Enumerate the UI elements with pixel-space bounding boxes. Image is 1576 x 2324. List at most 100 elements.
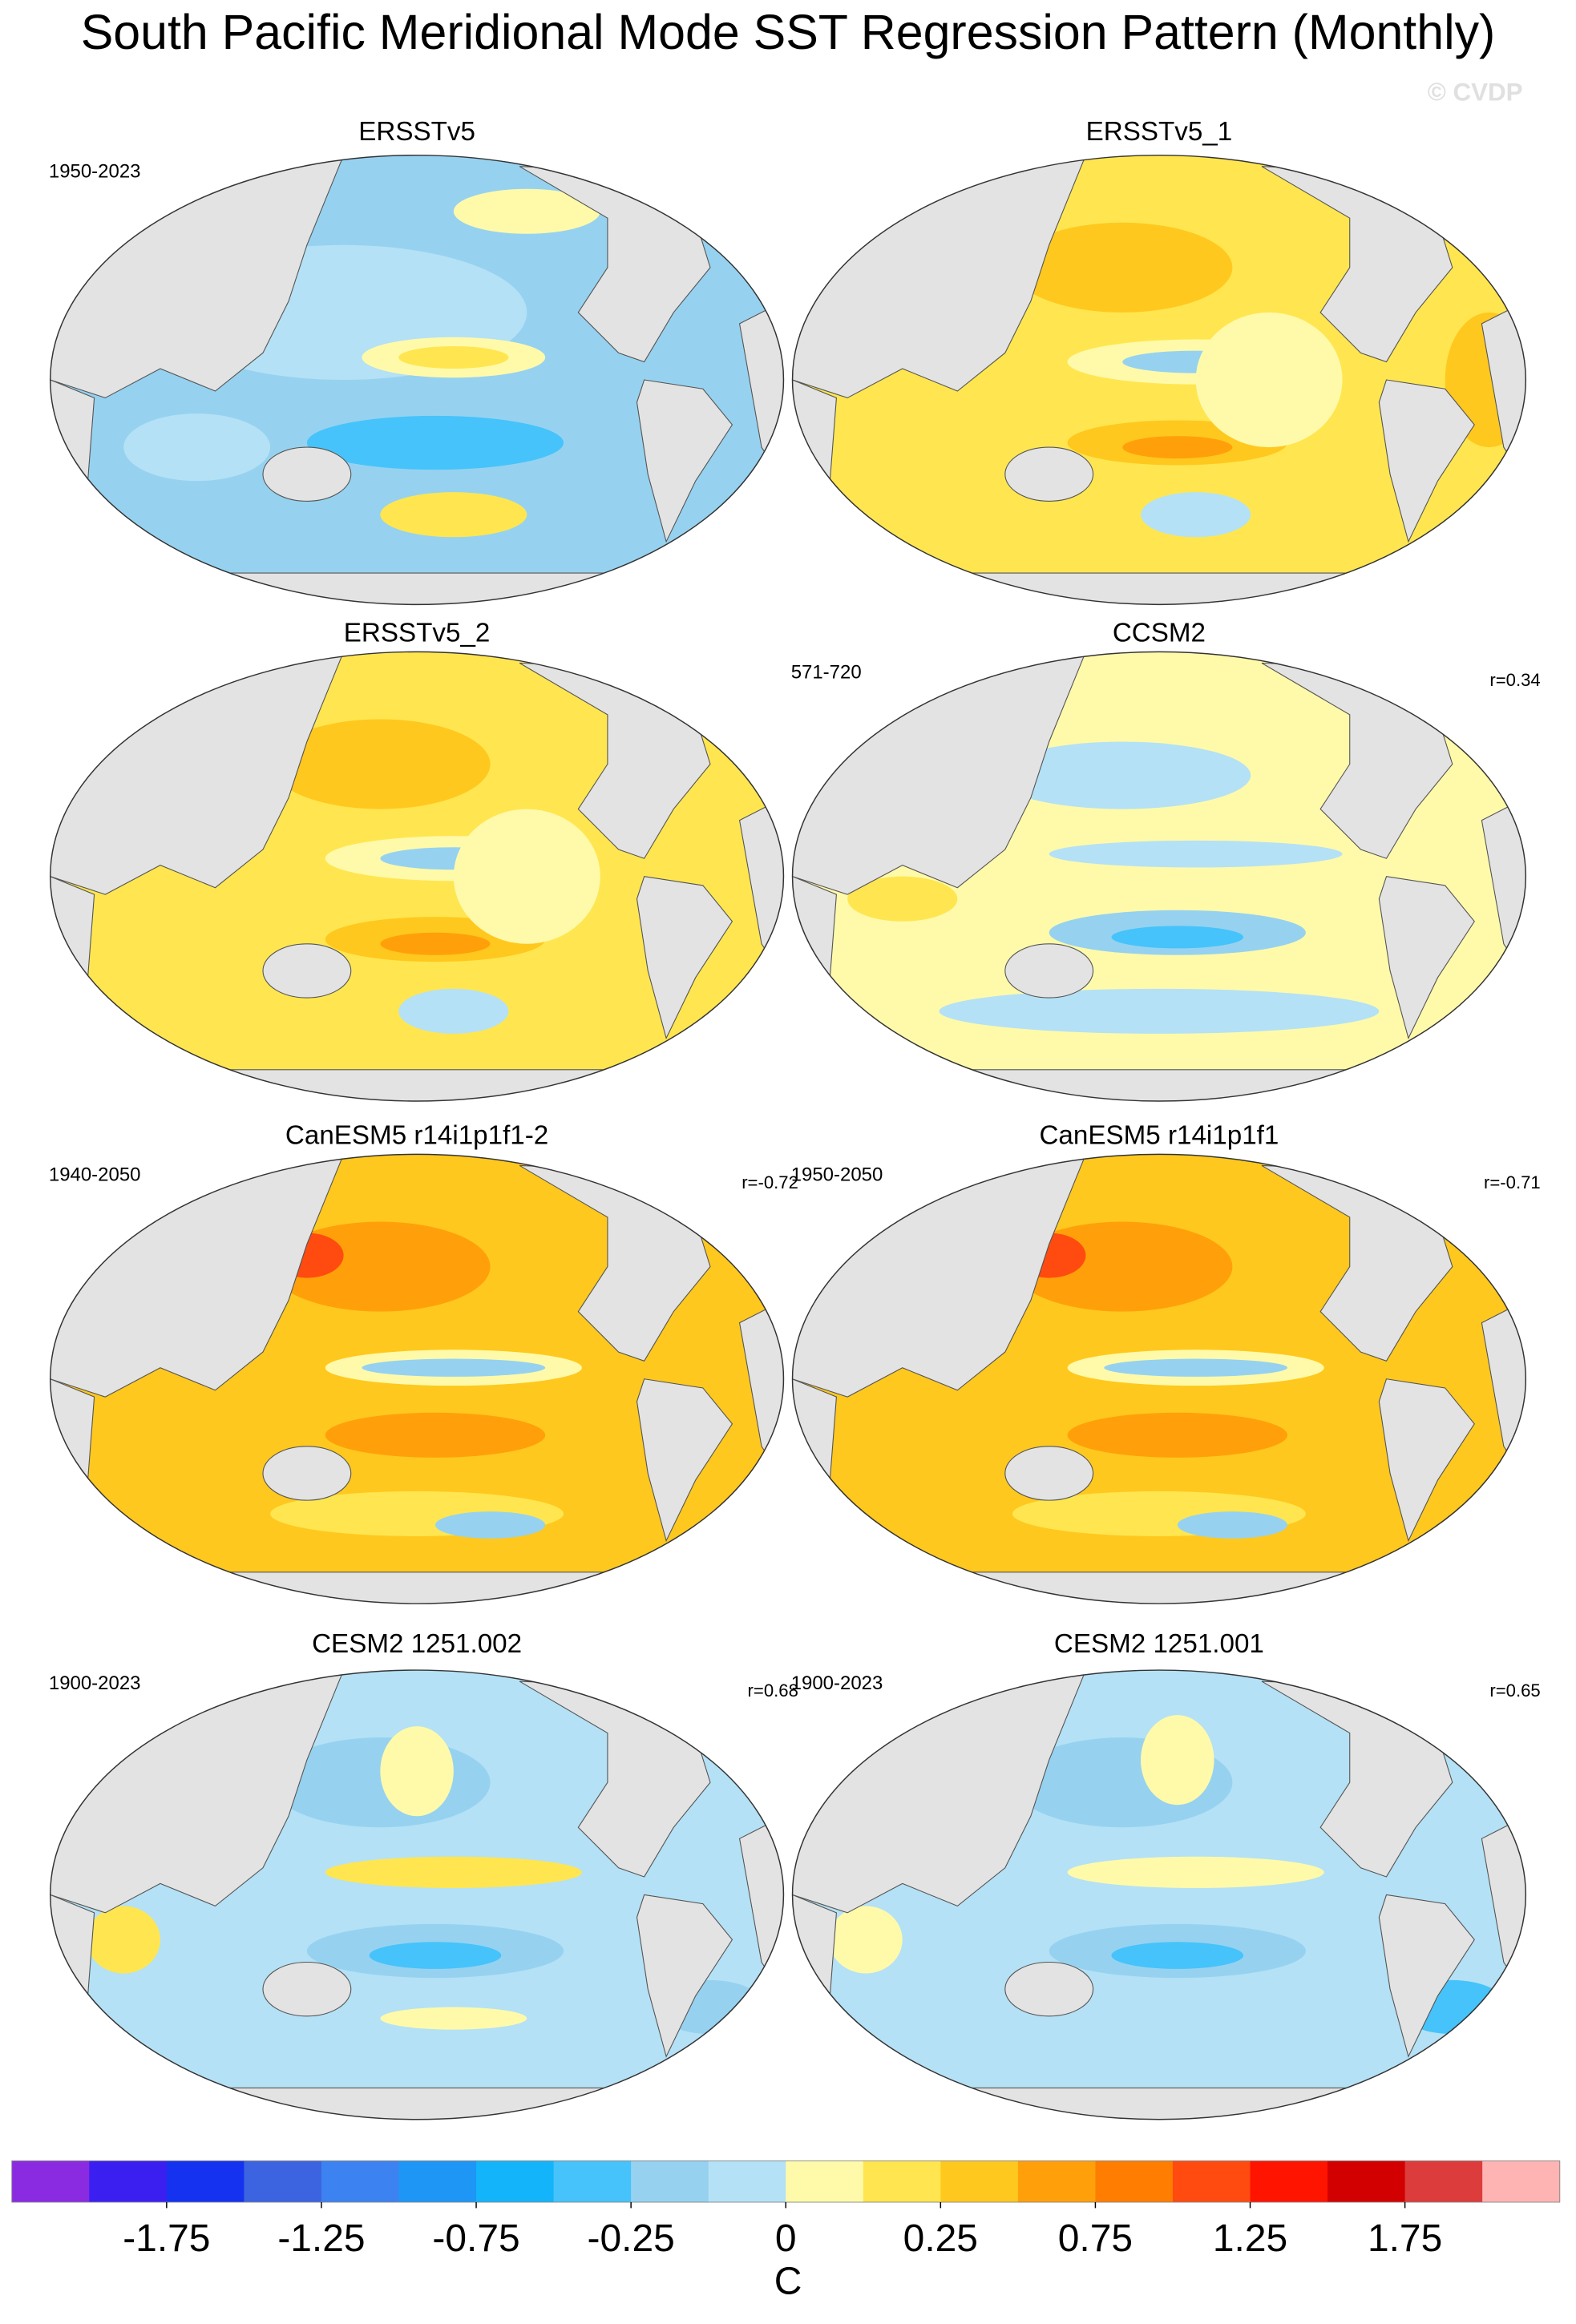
map-field [792,1154,1526,1604]
land [50,1894,95,2031]
anomaly-region [380,492,527,538]
colorbar-swatch [1482,2161,1561,2203]
colorbar-swatch [321,2161,400,2203]
australia [262,1446,352,1501]
anomaly-region [1141,1715,1214,1806]
anomaly-region [1195,312,1343,448]
colorbar-swatch [1095,2161,1174,2203]
australia [1004,1961,1094,2017]
australia [1004,943,1094,999]
anomaly-region [1067,1412,1287,1458]
land [636,1894,733,2058]
colorbar-tick-label: 0.75 [1058,2217,1133,2260]
map-border [49,1153,785,1604]
land [1422,1160,1476,1232]
period-label: 1950-2023 [49,160,141,182]
anomaly-region [369,1942,502,1969]
map-panel: CESM2 1251.002 1900-2023 r=0.68 [49,1629,798,2120]
map-panel: CESM2 1251.001 1900-2023 r=0.65 [791,1629,1541,2120]
map-field [50,1154,784,1604]
anomaly-region [325,1856,582,1888]
map-panel: ERSSTv5_1 [791,117,1527,606]
period-label: 1900-2023 [791,1672,883,1694]
colorbar-tick-label: -1.25 [277,2217,365,2260]
land [50,1378,95,1515]
land [636,876,733,1040]
anomaly-region [123,414,271,482]
land [792,1069,1526,1102]
map-field [792,1670,1526,2120]
anomaly-region [994,741,1251,809]
map-panel: CCSM2 571-720 r=0.34 [791,618,1541,1102]
anomaly-region [380,2007,527,2030]
colorbar-swatch [476,2161,555,2203]
correlation-label: r=-0.72 [742,1172,798,1192]
colorbar-swatch [398,2161,477,2203]
map-border [791,1153,1527,1604]
colorbar-unit: C [774,2260,802,2302]
colorbar-swatch [89,2161,168,2203]
map-border [791,651,1527,1102]
land [792,379,838,516]
colorbar-tick-label: -0.25 [588,2217,675,2260]
colorbar-swatch [786,2161,864,2203]
colorbar-swatch [940,2161,1019,2203]
period-label: 1900-2023 [49,1672,141,1694]
correlation-label: r=0.65 [1489,1680,1540,1701]
land [792,1572,1526,1604]
map-panel: ERSSTv5_2 [49,618,785,1102]
map-border [791,154,1527,606]
land [1378,876,1475,1040]
panel-title: CanESM5 r14i1p1f1 [1039,1120,1279,1150]
anomaly-region [398,988,509,1034]
map-border [49,1669,785,2120]
land [50,1069,784,1102]
anomaly-region [362,1358,546,1377]
land [1378,1378,1475,1543]
anomaly-region [1141,492,1251,538]
colorbar-swatch [553,2161,632,2203]
land [680,1160,733,1232]
colorbar-swatch [166,2161,244,2203]
land [50,2087,784,2120]
anomaly-region [829,1906,903,1974]
land [680,657,733,729]
land [50,1572,784,1604]
australia [262,446,352,502]
anomaly-region [380,932,491,955]
australia [1004,1446,1094,1501]
anomaly-region [453,809,600,944]
anomaly-region [270,719,491,809]
colorbar-swatch [863,2161,941,2203]
figure-title: South Pacific Meridional Mode SST Regres… [81,5,1496,59]
land [1422,160,1476,233]
watermark: © CVDP [1428,78,1523,106]
panel-title: ERSSTv5 [358,117,475,147]
map-field [50,1670,784,2120]
anomaly-region [380,1726,454,1817]
colorbar-swatch [631,2161,709,2203]
land [1422,657,1476,729]
anomaly-region [1049,840,1343,868]
colorbar-swatch [244,2161,322,2203]
anomaly-region [847,876,958,922]
anomaly-region [87,1906,160,1974]
map-field [50,652,784,1102]
anomaly-region [453,188,600,234]
colorbar-tick-label: 1.75 [1368,2217,1442,2260]
land [792,875,838,1012]
land [50,572,784,605]
colorbar-tick-label: -0.75 [432,2217,519,2260]
colorbar-tick-label: 0.25 [903,2217,978,2260]
map-panel: CanESM5 r14i1p1f1-2 1940-2050 r=-0.72 [49,1120,798,1604]
map-field [792,652,1526,1102]
land [792,1894,838,2031]
colorbar-swatch [1327,2161,1406,2203]
colorbar-tick-label: -1.75 [123,2217,210,2260]
colorbar-swatch [1404,2161,1483,2203]
anomaly-region [1122,436,1233,459]
correlation-label: r=-0.71 [1484,1172,1541,1192]
anomaly-region [325,1412,546,1458]
land [680,160,733,233]
